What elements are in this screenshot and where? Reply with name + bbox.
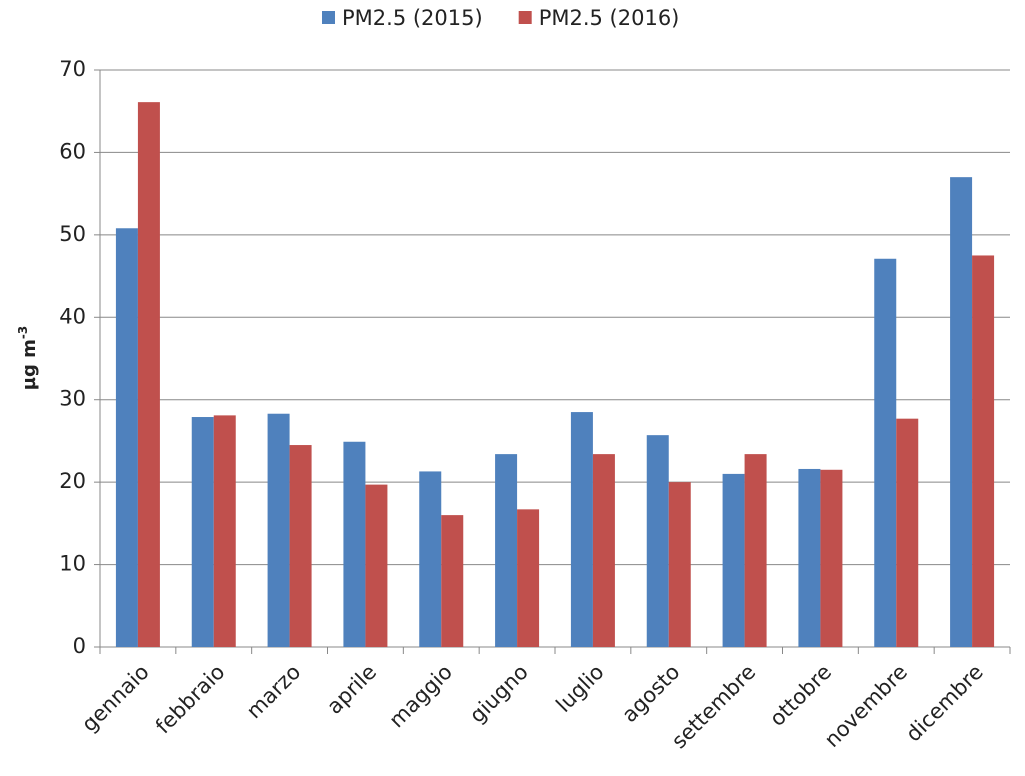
bar — [592, 454, 615, 647]
y-axis-label: µg m-3 — [16, 326, 41, 391]
legend-label: PM2.5 (2016) — [539, 6, 680, 30]
x-tick-label: giugno — [465, 660, 533, 728]
bar — [419, 471, 442, 647]
bar — [646, 435, 669, 647]
bar — [798, 468, 821, 647]
x-tick-label: luglio — [551, 660, 608, 717]
y-tick-label: 50 — [59, 222, 86, 246]
bar — [874, 258, 897, 647]
bar — [137, 102, 160, 647]
legend-swatch — [518, 11, 532, 24]
x-tick-label: gennaio — [77, 660, 154, 737]
y-tick-label: 20 — [59, 469, 86, 493]
bar — [668, 482, 691, 647]
legend-swatch — [322, 11, 335, 24]
y-tick-label: 40 — [59, 304, 86, 328]
bar — [896, 418, 919, 647]
x-tick-label: ottobre — [765, 660, 836, 731]
bar — [441, 515, 464, 647]
bar — [570, 412, 593, 647]
x-tick-label: novembre — [820, 660, 912, 752]
x-tick-label: marzo — [242, 660, 306, 724]
bar — [495, 454, 518, 647]
bar — [972, 255, 995, 647]
x-tick-label: febbraio — [151, 660, 230, 739]
legend-label: PM2.5 (2015) — [342, 6, 483, 30]
y-label-superscript: -3 — [16, 326, 30, 339]
bar — [115, 228, 138, 647]
y-tick-label: 0 — [73, 634, 86, 658]
bar — [517, 509, 540, 647]
bar — [722, 473, 745, 647]
bar — [213, 415, 236, 647]
bar — [191, 417, 214, 647]
y-tick-label: 60 — [59, 139, 86, 163]
bar — [365, 484, 388, 647]
x-tick-label: aprile — [322, 660, 381, 719]
bar — [289, 445, 312, 647]
x-tick-label: maggio — [384, 660, 457, 733]
x-tick-label: dicembre — [901, 660, 988, 747]
bar — [267, 413, 290, 647]
y-label-text: µg m — [19, 339, 40, 390]
y-tick-label: 30 — [59, 387, 86, 411]
bar — [744, 454, 767, 647]
y-tick-label: 10 — [59, 552, 86, 576]
bar — [820, 469, 843, 647]
bar — [343, 441, 366, 647]
bar — [950, 177, 973, 647]
x-tick-label: agosto — [617, 660, 684, 727]
y-tick-label: 70 — [59, 57, 86, 81]
